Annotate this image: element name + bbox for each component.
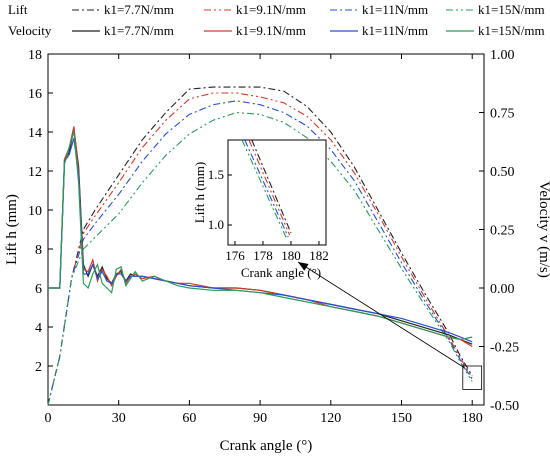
inset-y-axis-label: Lift h (mm) <box>192 162 207 223</box>
legend-lift-entry: k1=7.7N/mm <box>104 2 174 17</box>
legend-lift-label: Lift <box>8 2 28 17</box>
legend: Lift Velocity k1=7.7N/mm k1=7.7N/mm k1=9.1… <box>8 2 545 38</box>
legend-lift-entry: k1=11N/mm <box>362 2 428 17</box>
x-tick-label: 150 <box>391 411 412 426</box>
lift-series-line <box>47 111 473 406</box>
inset-frame <box>227 139 327 246</box>
legend-velocity-entry: k1=7.7N/mm <box>104 23 174 38</box>
lift-series-line <box>47 100 473 406</box>
y-left-tick-label: 16 <box>28 87 42 102</box>
inset-lift-line <box>244 139 289 238</box>
x-tick-label: 0 <box>45 411 52 426</box>
zoom-pointer-line <box>297 261 466 369</box>
y-left-tick-label: 12 <box>28 165 42 180</box>
y-right-tick-label: 0.00 <box>490 282 515 297</box>
y-right-tick-label: 0.75 <box>490 107 515 122</box>
y-axis-left-label: Lift h (mm) <box>4 194 20 265</box>
axis-ticks: 0 30 60 90 120 150 180 2 4 6 8 10 12 14 16 18 -0.50 -0.25… <box>28 48 519 426</box>
y-left-tick-label: 18 <box>28 48 42 63</box>
zoom-pointer-arrowhead <box>298 262 309 271</box>
series-lines <box>47 86 473 406</box>
y-right-tick-label: -0.25 <box>490 341 519 356</box>
inset-y-tick-label: 1.0 <box>208 217 224 232</box>
legend-velocity-label: Velocity <box>8 23 52 38</box>
y-right-tick-label: 0.50 <box>490 165 515 180</box>
y-right-tick-label: 0.25 <box>490 224 515 239</box>
legend-lift-entry: k1=15N/mm <box>478 2 545 17</box>
inset-axis-ticks: 176 178 180 182 1.0 1.5 <box>208 167 329 263</box>
inset-x-tick-label: 180 <box>281 248 301 263</box>
inset-series-lines <box>241 139 292 240</box>
x-tick-label: 90 <box>253 411 267 426</box>
inset-x-axis-label: Crank angle (°) <box>241 265 321 280</box>
zoom-region-box <box>462 365 483 390</box>
y-axis-right-label: Velocity v (m/s) <box>536 181 550 278</box>
legend-velocity-entry: k1=11N/mm <box>362 23 428 38</box>
y-left-tick-label: 10 <box>28 204 42 219</box>
legend-lift-entry: k1=9.1N/mm <box>236 2 306 17</box>
inset-lift-line <box>241 139 288 240</box>
x-tick-label: 120 <box>320 411 341 426</box>
inset-zoom-plot: 176 178 180 182 1.0 1.5 Crank angle (°) Lift … <box>192 139 329 280</box>
velocity-series-line <box>48 131 473 341</box>
y-left-tick-label: 6 <box>35 282 42 297</box>
x-tick-label: 180 <box>462 411 483 426</box>
y-right-tick-label: -0.50 <box>490 399 519 414</box>
x-tick-label: 30 <box>112 411 126 426</box>
lift-series-line <box>47 86 473 406</box>
legend-velocity-entry: k1=15N/mm <box>478 23 545 38</box>
inset-x-tick-label: 182 <box>309 248 329 263</box>
inset-lift-line <box>248 139 291 236</box>
legend-velocity-entry: k1=9.1N/mm <box>236 23 306 38</box>
inset-x-tick-label: 176 <box>225 248 245 263</box>
y-left-tick-label: 4 <box>35 321 42 336</box>
inset-y-tick-label: 1.5 <box>208 167 224 182</box>
inset-x-tick-label: 178 <box>253 248 273 263</box>
x-tick-label: 60 <box>182 411 196 426</box>
y-left-tick-label: 14 <box>28 126 42 141</box>
y-left-tick-label: 8 <box>35 243 42 258</box>
inset-lift-line <box>251 139 292 234</box>
y-left-tick-label: 2 <box>35 360 42 375</box>
lift-series-line <box>47 92 473 406</box>
x-axis-label: Crank angle (°) <box>220 438 313 454</box>
y-right-tick-label: 1.00 <box>490 48 515 63</box>
